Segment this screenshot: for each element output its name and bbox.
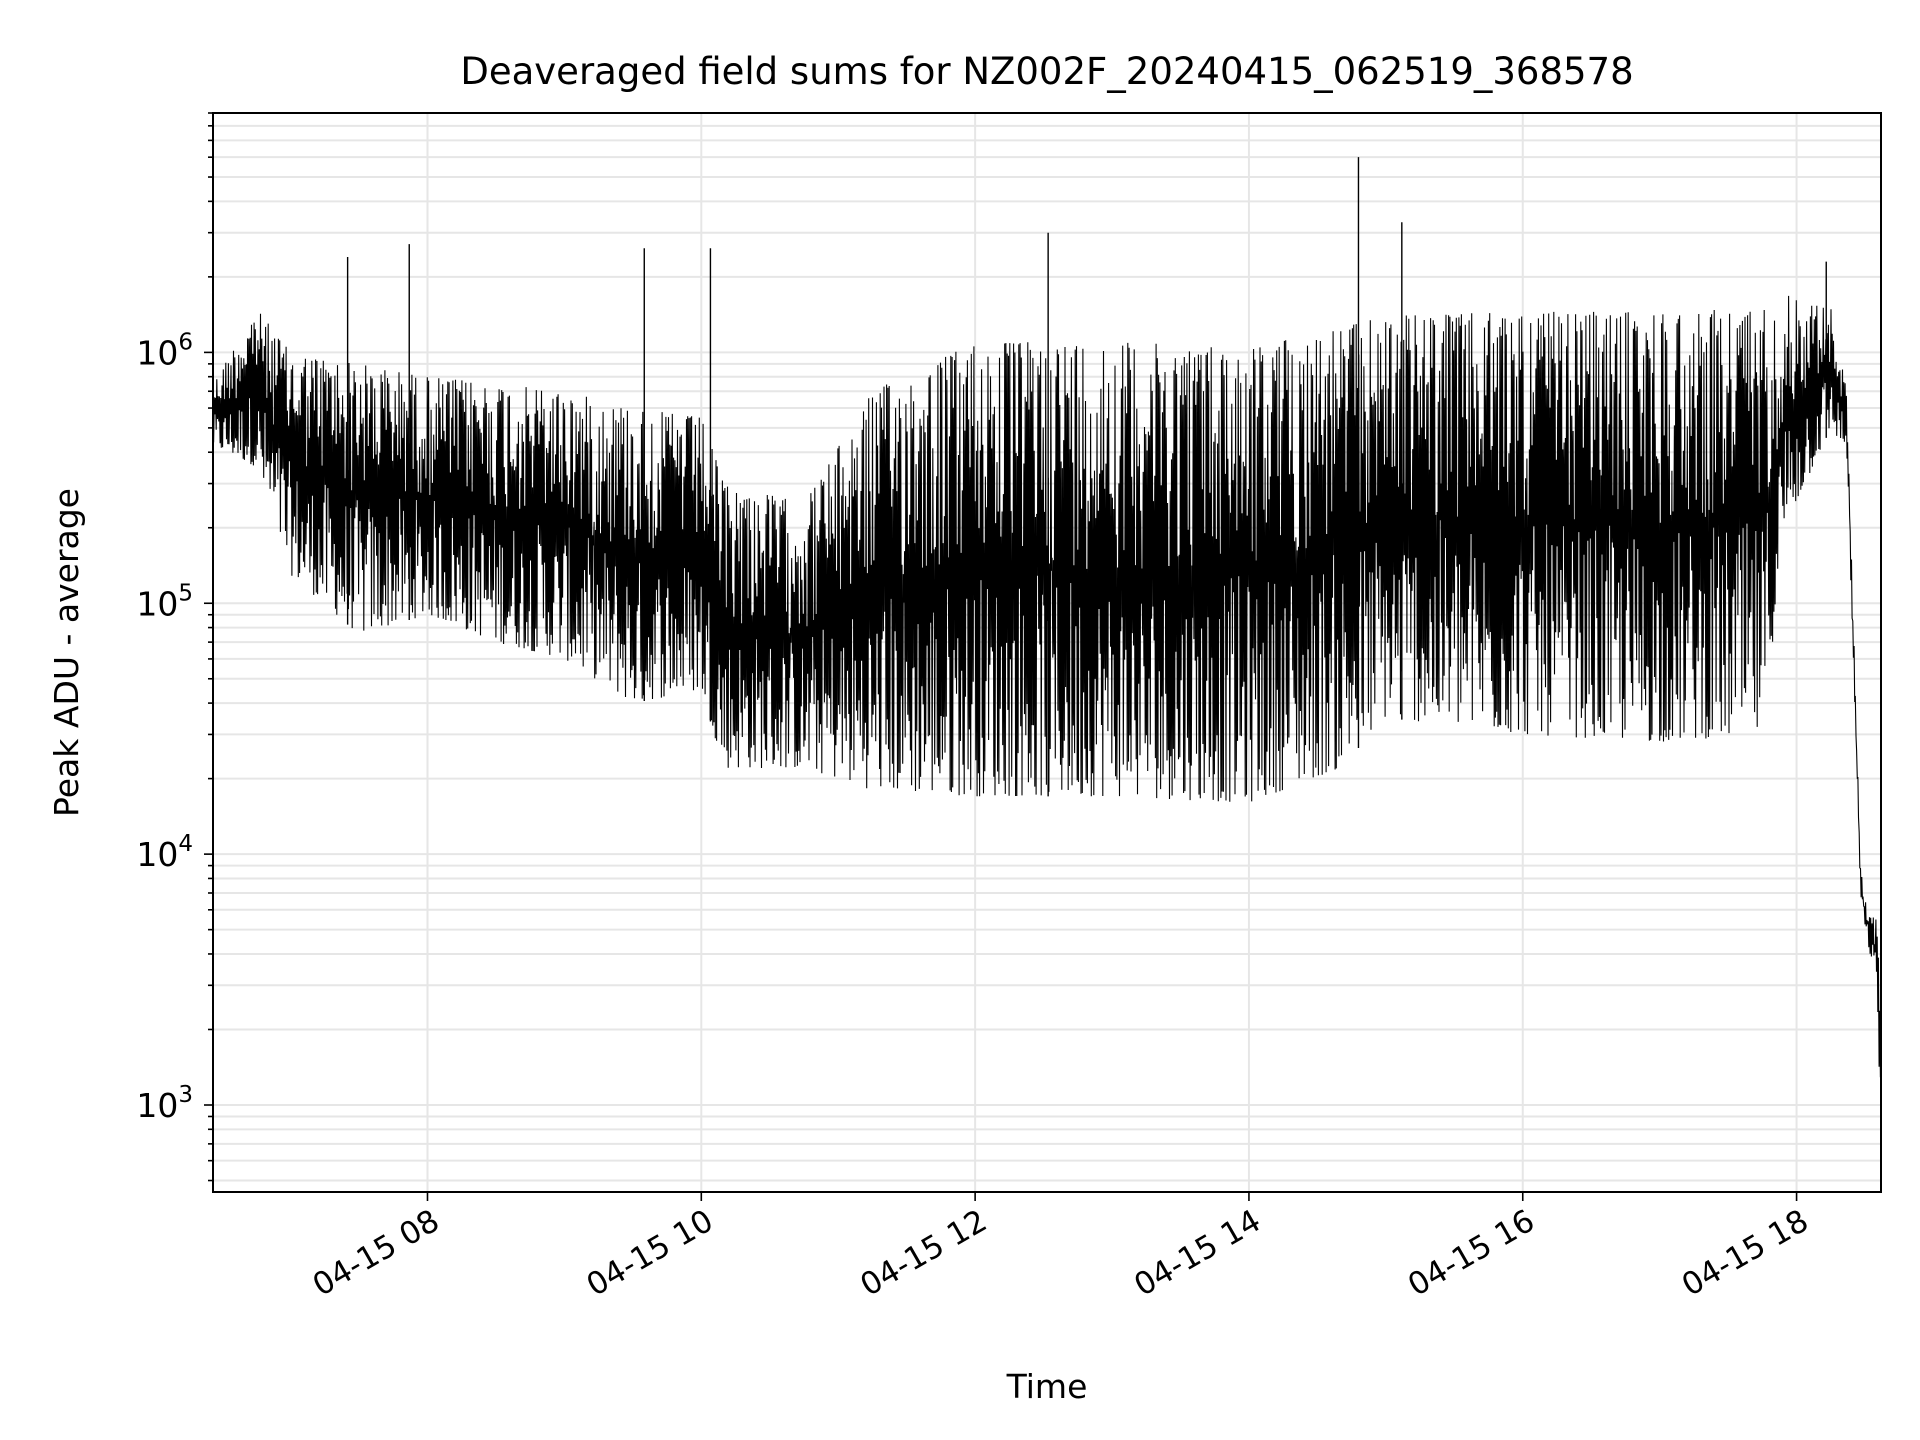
chart-title: Deaveraged field sums for NZ002F_2024041… [460,50,1633,93]
y-tick-label: 106 [136,329,193,372]
y-tick-label: 103 [136,1082,193,1125]
plot-frame [212,112,1882,1193]
x-axis-label: Time [1006,1367,1088,1406]
y-axis-label: Peak ADU - average [47,488,86,817]
y-tick-label: 104 [136,831,193,874]
y-tick-label: 105 [136,580,193,623]
series-line [212,295,1882,1078]
series-line-group [212,157,1882,1078]
